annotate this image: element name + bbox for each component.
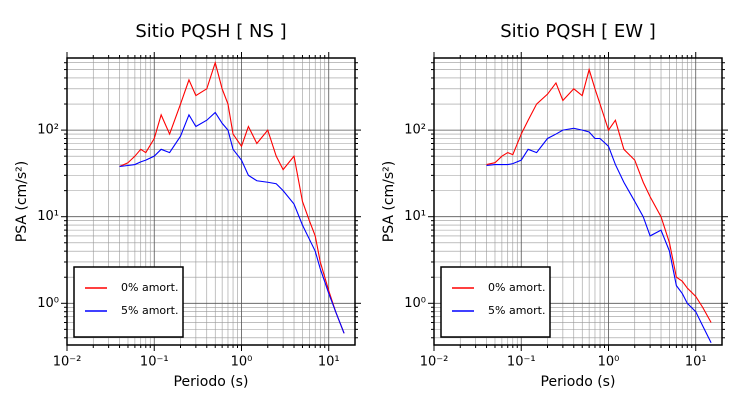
plot-frame [433,57,723,346]
series-line [486,127,712,344]
x-tick-label: 10⁻¹ [507,355,536,370]
y-tick-label: 10² [37,123,59,138]
y-axis-label: PSA (cm/s²) [14,161,30,243]
y-tick-label: 10⁰ [37,296,59,311]
y-tick-label: 10¹ [37,209,59,224]
legend-box [440,266,551,338]
y-tick-label: 10⁰ [404,296,426,311]
series-line [119,60,345,334]
chart-title: Sitio PQSH [ EW ] [500,21,656,42]
x-tick-label: 10¹ [685,355,707,370]
series-line [486,67,712,323]
plot-frame [66,57,356,346]
y-tick-label: 10¹ [404,209,426,224]
legend-label: 5% amort. [121,304,178,317]
x-tick-label: 10⁻¹ [140,355,169,370]
x-tick-label: 10⁰ [598,355,620,370]
legend-label: 0% amort. [121,281,178,294]
y-tick-label: 10² [404,123,426,138]
legend-box [73,266,184,338]
x-tick-label: 10⁰ [231,355,253,370]
x-axis-label: Periodo (s) [541,374,616,390]
chart-title: Sitio PQSH [ NS ] [135,21,286,42]
x-tick-label: 10¹ [318,355,340,370]
x-axis-label: Periodo (s) [174,374,249,390]
x-tick-label: 10⁻² [420,355,449,370]
y-axis-label: PSA (cm/s²) [381,161,397,243]
x-tick-label: 10⁻² [53,355,82,370]
series-line [119,111,345,334]
legend-label: 5% amort. [488,304,545,317]
legend-label: 0% amort. [488,281,545,294]
